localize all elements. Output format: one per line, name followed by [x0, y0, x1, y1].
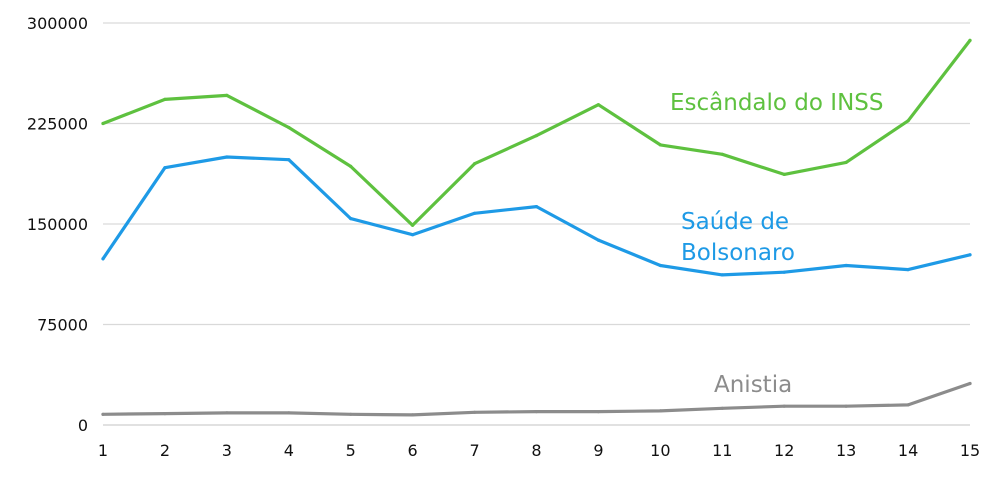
x-tick-label: 15: [960, 441, 980, 460]
data-point-saude-bolsonaro: [411, 233, 415, 237]
x-tick-label: 12: [774, 441, 794, 460]
series-label-saude-bolsonaro: Bolsonaro: [681, 240, 795, 266]
series-line-escandalo-inss: [101, 38, 972, 227]
data-point-anistia: [534, 410, 539, 414]
x-tick-label: 1: [98, 441, 108, 460]
data-point-saude-bolsonaro: [968, 253, 972, 257]
data-point-anistia: [906, 403, 910, 407]
data-point-escandalo-inss: [473, 162, 477, 166]
data-point-saude-bolsonaro: [163, 166, 167, 170]
x-tick-label: 13: [836, 441, 856, 460]
x-tick-label: 3: [222, 441, 232, 460]
data-point-saude-bolsonaro: [844, 263, 848, 268]
x-tick-label: 5: [346, 441, 356, 460]
y-tick-label: 150000: [27, 215, 88, 234]
data-point-saude-bolsonaro: [349, 217, 353, 221]
series-label-anistia: Anistia: [714, 372, 792, 398]
x-tick-label: 10: [650, 441, 670, 460]
data-point-escandalo-inss: [782, 172, 786, 176]
x-tick-label: 9: [593, 441, 603, 460]
data-point-escandalo-inss: [101, 121, 105, 126]
data-point-escandalo-inss: [225, 93, 229, 97]
x-tick-label: 14: [898, 441, 918, 460]
data-point-anistia: [782, 404, 786, 408]
y-tick-label: 225000: [27, 115, 88, 134]
data-point-saude-bolsonaro: [782, 270, 786, 274]
y-tick-label: 75000: [37, 316, 88, 335]
x-tick-label: 11: [712, 441, 732, 460]
data-point-saude-bolsonaro: [720, 273, 724, 277]
data-point-anistia: [844, 404, 848, 408]
x-tick-label: 6: [408, 441, 418, 460]
x-axis-ticks: 1 2 3 4 5 6 7 8 9 10 11 12 13 14 15: [98, 441, 980, 460]
data-point-escandalo-inss: [844, 160, 848, 164]
data-point-anistia: [473, 410, 477, 414]
x-tick-label: 4: [284, 441, 294, 460]
series-labels: Escândalo do INSS Saúde de Bolsonaro Anisti…: [670, 90, 883, 398]
data-point-anistia: [287, 411, 291, 415]
y-tick-label: 0: [78, 416, 88, 435]
data-point-anistia: [349, 412, 353, 416]
data-point-anistia: [225, 411, 229, 415]
data-point-escandalo-inss: [163, 97, 167, 101]
data-point-saude-bolsonaro: [596, 238, 601, 242]
data-point-anistia: [411, 413, 415, 417]
y-tick-label: 300000: [27, 14, 88, 33]
data-point-anistia: [163, 412, 167, 416]
series-label-escandalo-inss: Escândalo do INSS: [670, 90, 883, 116]
x-tick-label: 2: [160, 441, 170, 460]
data-point-saude-bolsonaro: [534, 205, 539, 209]
x-tick-label: 8: [531, 441, 541, 460]
data-point-anistia: [720, 406, 724, 410]
data-point-escandalo-inss: [720, 152, 724, 156]
data-point-escandalo-inss: [411, 223, 415, 227]
data-point-anistia: [658, 409, 663, 413]
series-label-saude-bolsonaro: Saúde de: [681, 209, 789, 235]
data-point-saude-bolsonaro: [287, 158, 291, 162]
series-line-saude-bolsonaro: [101, 155, 972, 277]
x-tick-label: 7: [469, 441, 479, 460]
data-point-saude-bolsonaro: [473, 211, 477, 215]
data-point-saude-bolsonaro: [906, 268, 910, 272]
y-axis-ticks: 0 75000 150000 225000 300000: [27, 14, 88, 435]
data-point-escandalo-inss: [534, 134, 539, 138]
data-point-escandalo-inss: [658, 143, 663, 147]
series-lines: [101, 38, 972, 417]
data-point-escandalo-inss: [349, 164, 353, 168]
data-point-anistia: [596, 410, 601, 414]
data-point-saude-bolsonaro: [101, 257, 105, 261]
data-point-saude-bolsonaro: [658, 263, 663, 268]
gridlines: [103, 22, 970, 426]
data-point-escandalo-inss: [596, 103, 601, 107]
data-point-saude-bolsonaro: [225, 155, 229, 159]
data-point-escandalo-inss: [287, 125, 291, 130]
data-point-escandalo-inss: [906, 119, 910, 123]
data-point-anistia: [101, 412, 105, 416]
data-point-anistia: [968, 381, 972, 386]
data-point-escandalo-inss: [968, 38, 972, 43]
